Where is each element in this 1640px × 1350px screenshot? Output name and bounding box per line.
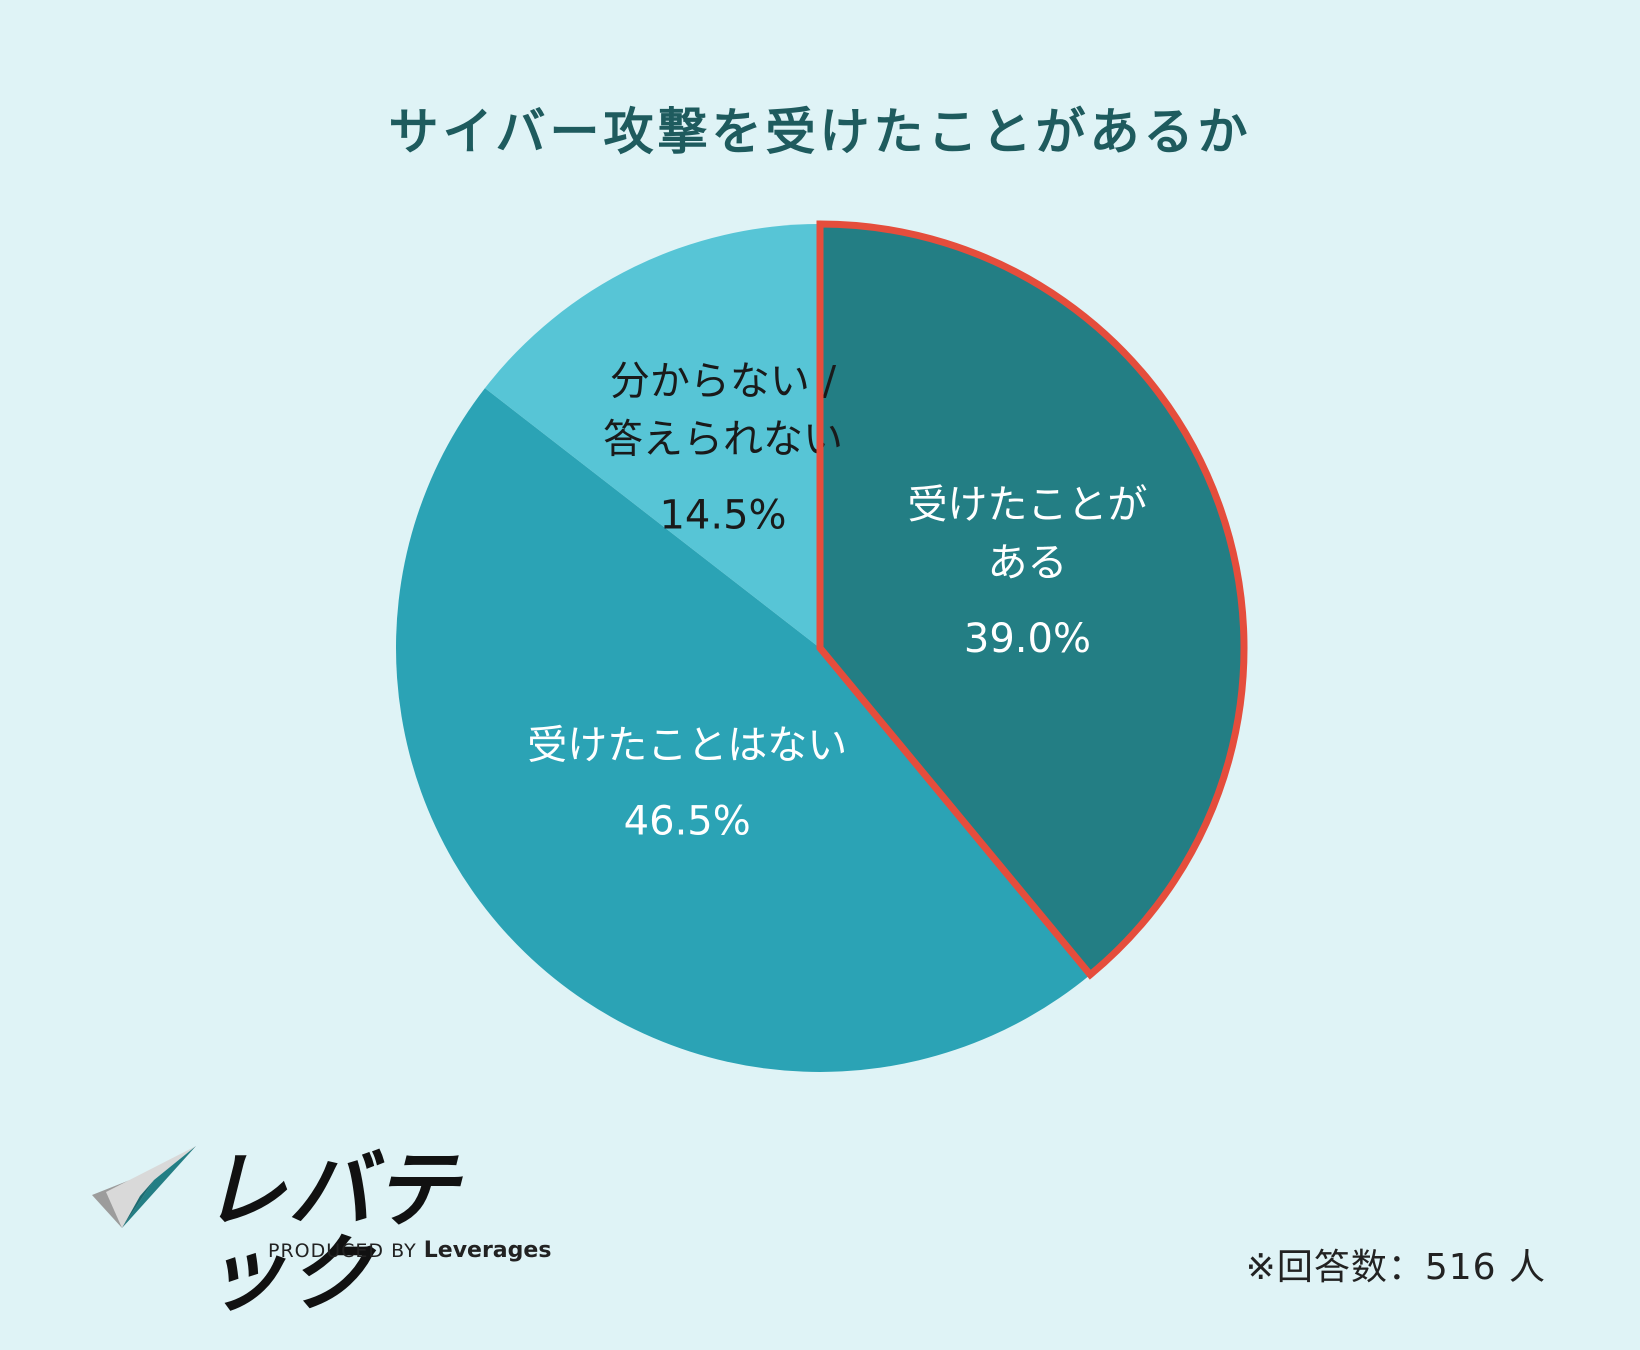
produced-by-text: PRODUCED BY bbox=[268, 1240, 417, 1262]
slice-label-line: 受けたことが bbox=[907, 482, 1147, 528]
respondent-count-note: ※回答数：516 人 bbox=[1245, 1247, 1546, 1288]
slice-value-label: 46.5% bbox=[624, 799, 751, 845]
pie-slice-1 bbox=[820, 224, 1244, 975]
slice-label-line: 分からない / bbox=[610, 359, 837, 405]
slice-label-line: ある bbox=[987, 540, 1067, 586]
slice-value-label: 39.0% bbox=[964, 616, 1091, 662]
pie-slice-label-1: 受けたことがある 39.0% bbox=[907, 482, 1147, 662]
pie-slice-label-3: 分からない / 答えられない 14.5% bbox=[603, 359, 843, 539]
company-name: Leverages bbox=[423, 1238, 552, 1263]
pie-slice-2 bbox=[395, 388, 1091, 1073]
levatech-logo: レバテック PRODUCED BY Leverages bbox=[92, 1140, 551, 1316]
logo-mark-icon bbox=[92, 1146, 196, 1228]
slice-label-line: 受けたことはない bbox=[527, 723, 847, 769]
slice-value-label: 14.5% bbox=[659, 493, 786, 539]
pie-slice-3 bbox=[484, 224, 820, 648]
pie-slice-label-2: 受けたことはない 46.5% bbox=[527, 723, 847, 845]
logo-wordmark: レバテック bbox=[202, 1141, 461, 1323]
highlight-outline bbox=[816, 220, 1248, 980]
slice-label-line: 答えられない bbox=[603, 417, 843, 463]
chart-title: サイバー攻撃を受けたことがあるか bbox=[388, 103, 1252, 161]
logo-produced-by: PRODUCED BY Leverages bbox=[268, 1238, 551, 1263]
